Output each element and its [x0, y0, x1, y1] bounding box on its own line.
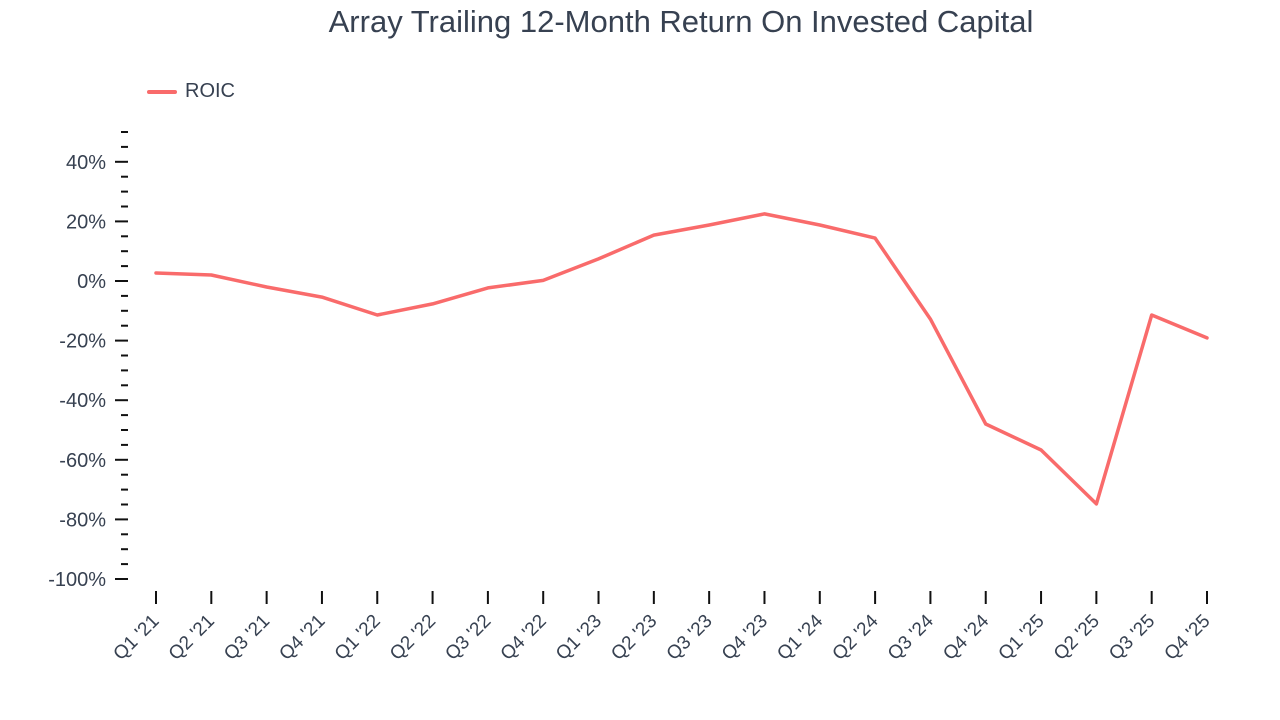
x-tick-label: Q3 '22: [441, 611, 495, 665]
y-tick-label: 20%: [66, 211, 106, 233]
x-tick-label: Q3 '21: [220, 611, 274, 665]
x-tick-label: Q2 '24: [829, 610, 883, 664]
x-tick-label: Q2 '25: [1050, 611, 1104, 665]
x-tick-label: Q4 '25: [1161, 611, 1215, 665]
x-tick-label: Q3 '25: [1105, 611, 1159, 665]
chart-title: Array Trailing 12-Month Return On Invest…: [328, 4, 1034, 39]
x-tick-label: Q1 '22: [331, 611, 385, 665]
x-tick-label: Q2 '22: [386, 611, 440, 665]
y-axis: 40% 20% 0% -20% -40% -60% -80% -100%: [48, 131, 128, 591]
y-tick-label: -100%: [48, 569, 106, 591]
x-tick-label: Q1 '24: [773, 610, 827, 664]
y-tick-label: 40%: [66, 152, 106, 174]
x-tick-label: Q2 '23: [607, 611, 661, 665]
y-tick-label: -20%: [59, 331, 106, 353]
x-tick-label: Q4 '21: [275, 611, 329, 665]
legend-label-roic: ROIC: [185, 80, 235, 102]
y-tick-label: -80%: [59, 509, 106, 531]
x-tick-label: Q3 '24: [884, 610, 938, 664]
x-tick-label: Q4 '22: [497, 611, 551, 665]
x-tick-label: Q4 '23: [718, 611, 772, 665]
legend-swatch-roic: [147, 89, 177, 94]
x-tick-label: Q1 '21: [110, 611, 164, 665]
x-tick-label: Q4 '24: [939, 610, 993, 664]
x-tick-label: Q1 '23: [552, 611, 606, 665]
y-tick-label: -60%: [59, 450, 106, 472]
legend: ROIC: [147, 80, 235, 103]
x-tick-label: Q1 '25: [995, 611, 1049, 665]
x-axis: Q1 '21 Q2 '21 Q3 '21 Q4 '21 Q1 '22 Q2 '22 Q3 '…: [110, 591, 1215, 665]
y-tick-label: 0%: [77, 271, 106, 293]
x-tick-label: Q2 '21: [165, 611, 219, 665]
x-tick-label: Q3 '23: [663, 611, 717, 665]
y-tick-label: -40%: [59, 390, 106, 412]
roic-line: [154, 212, 1209, 506]
